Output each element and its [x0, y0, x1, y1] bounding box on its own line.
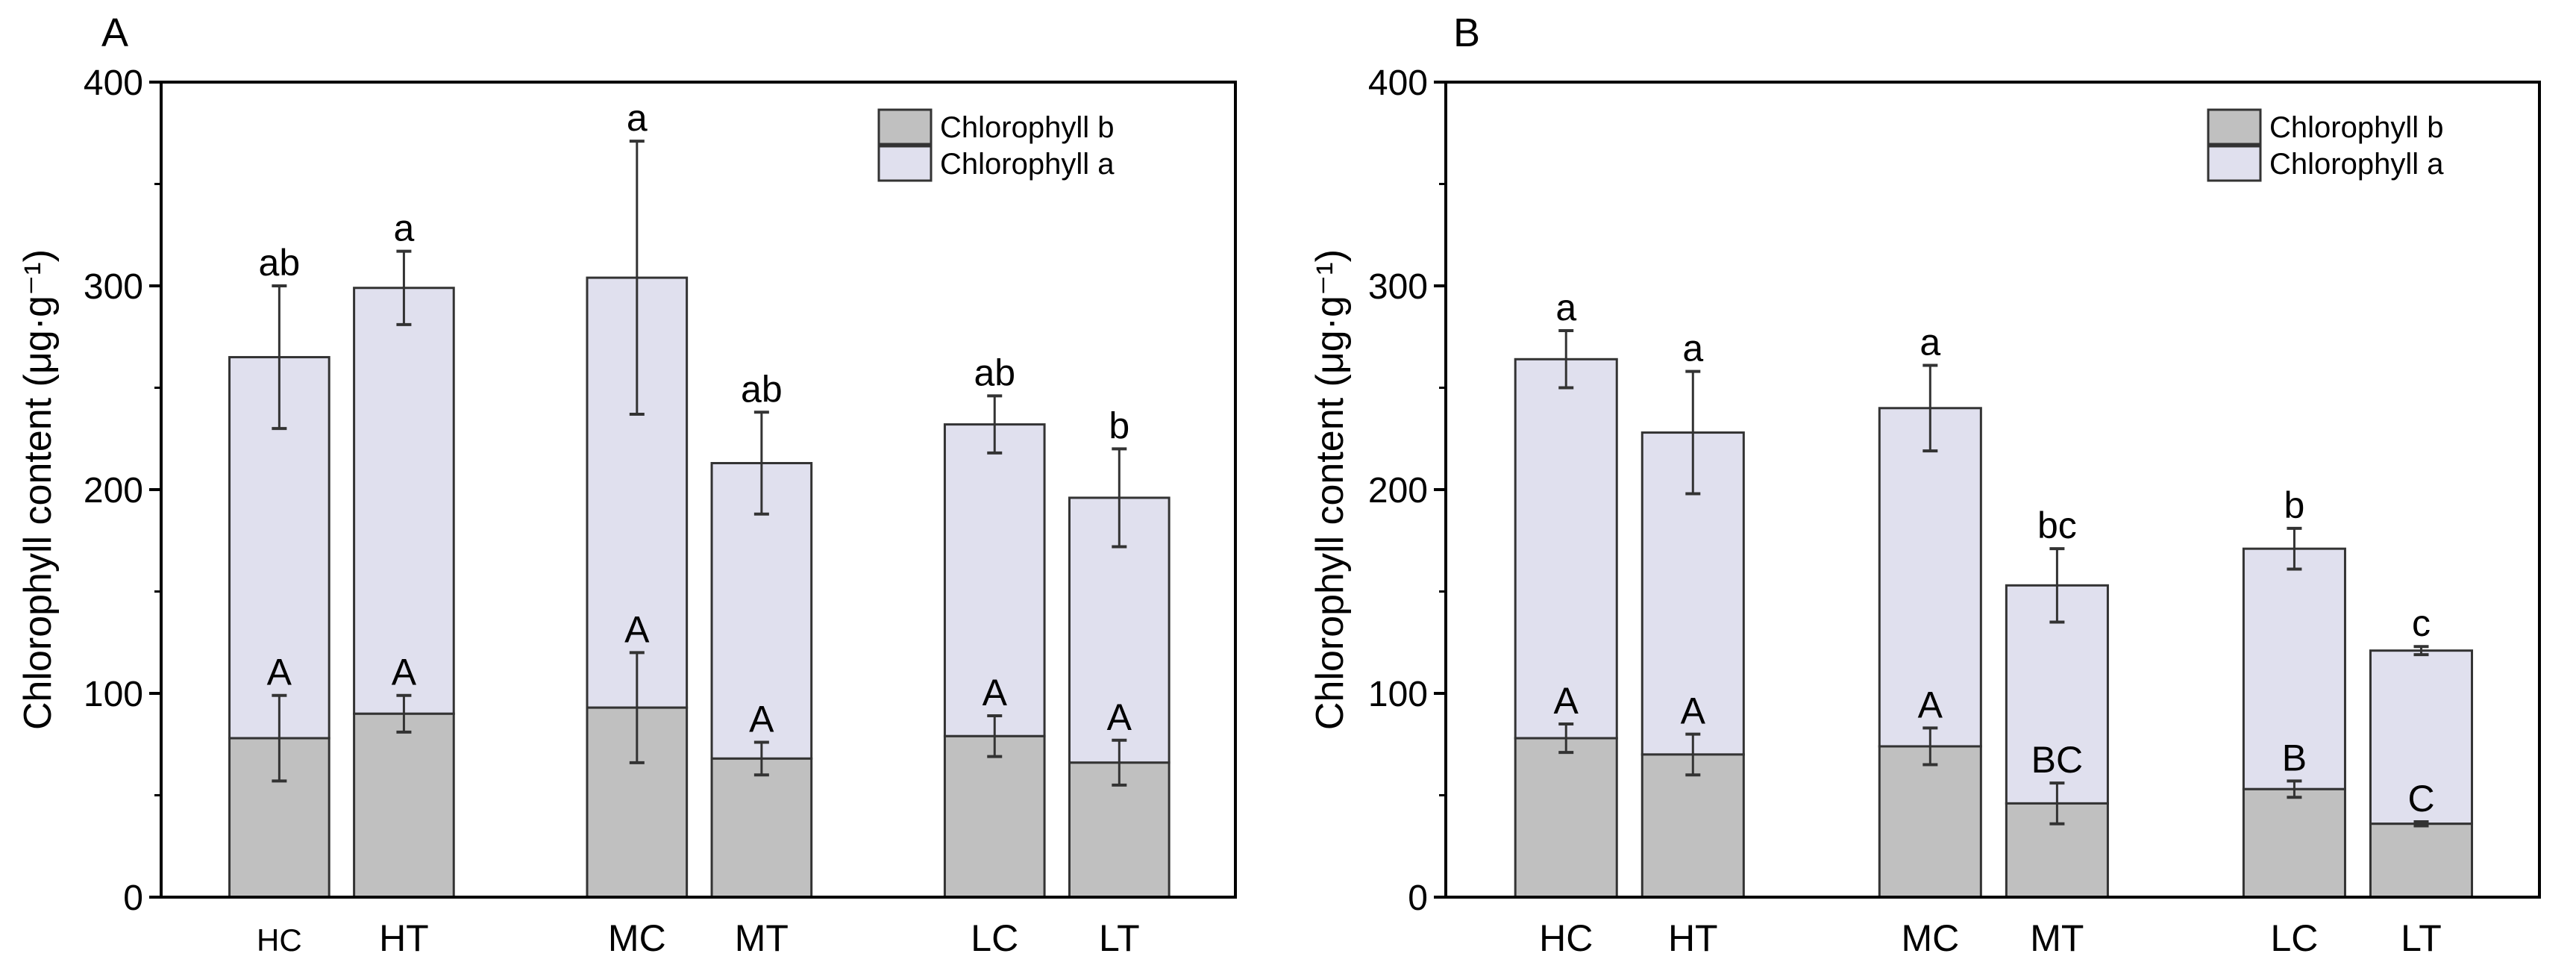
x-tick-label: LC: [2270, 917, 2318, 959]
significance-letter-chlorophyll-a: bc: [2037, 505, 2077, 546]
bar-chlorophyll-b: [2242, 787, 2346, 899]
y-axis-title: Chlorophyll content (μg·g⁻¹): [1309, 249, 1352, 730]
legend-label: Chlorophyll a: [940, 148, 1115, 181]
x-tick-label: HC: [1539, 917, 1593, 959]
bar-chlorophyll-a: [943, 423, 1046, 737]
significance-letter-chlorophyll-a: a: [394, 207, 415, 249]
significance-letter-chlorophyll-a: a: [1555, 287, 1576, 328]
significance-letter-chlorophyll-a: b: [1109, 405, 1129, 446]
significance-letter-chlorophyll-b: A: [624, 608, 650, 650]
bar-chlorophyll-b: [710, 757, 813, 899]
x-tick-label: MC: [1901, 917, 1959, 959]
significance-letter-chlorophyll-b: A: [1681, 690, 1706, 732]
significance-letter-chlorophyll-b: A: [392, 652, 417, 693]
legend-swatch: [2207, 108, 2262, 146]
legend-label: Chlorophyll b: [940, 111, 1114, 144]
significance-letter-chlorophyll-b: A: [1918, 684, 1943, 725]
significance-letter-chlorophyll-b: BC: [2031, 739, 2083, 781]
y-tick-label: 300: [1368, 267, 1428, 307]
legend-swatch: [877, 145, 933, 182]
significance-letter-chlorophyll-a: ab: [741, 368, 783, 410]
significance-letter-chlorophyll-b: A: [1554, 680, 1579, 722]
x-tick-label: MT: [2030, 917, 2084, 959]
x-tick-label: MC: [608, 917, 666, 959]
bar-chlorophyll-b: [943, 734, 1046, 899]
bar-chlorophyll-a: [1878, 407, 1982, 748]
y-tick-label: 100: [84, 675, 143, 714]
y-tick-label: 400: [1368, 63, 1428, 103]
bar-chlorophyll-a: [353, 287, 455, 715]
bar-chlorophyll-a: [1514, 358, 1618, 740]
bar-chlorophyll-b: [353, 712, 455, 899]
legend-swatch: [877, 108, 933, 146]
y-tick-label: 0: [123, 878, 143, 918]
x-tick-label: LT: [2401, 917, 2442, 959]
x-tick-label: HT: [1668, 917, 1718, 959]
bar-chlorophyll-b: [2369, 823, 2474, 899]
legend-swatch: [2207, 145, 2262, 182]
panel-label: B: [1453, 10, 1480, 55]
panel-b: B Aa HC Aa HT Aa MC BC bc MT Bb LC Cc LT 0 100 200 300 400…: [1309, 10, 2541, 959]
y-tick-label: 400: [84, 63, 143, 103]
bar-chlorophyll-a: [2242, 547, 2346, 790]
significance-letter-chlorophyll-b: A: [267, 652, 292, 693]
x-tick-label: MT: [735, 917, 789, 959]
panel-a: A Aab HC Aa HT Aa MC Aab MT Aab LC Ab LT 0 100 200 300 40…: [16, 10, 1237, 959]
x-tick-label: HT: [379, 917, 429, 959]
y-tick-label: 200: [84, 471, 143, 511]
bar-chlorophyll-b: [1640, 753, 1745, 899]
panel-label: A: [101, 10, 128, 55]
legend-label: Chlorophyll b: [2269, 111, 2443, 144]
significance-letter-chlorophyll-a: b: [2284, 484, 2305, 526]
x-tick-label: LC: [971, 917, 1018, 959]
x-tick-label: HC: [257, 923, 302, 958]
significance-letter-chlorophyll-a: a: [1920, 321, 1940, 363]
bar-chlorophyll-a: [1640, 431, 1745, 756]
y-tick-label: 200: [1368, 471, 1428, 511]
legend-item: Chlorophyll b: [2207, 108, 2443, 146]
significance-letter-chlorophyll-a: c: [2412, 602, 2431, 644]
significance-letter-chlorophyll-a: a: [1682, 328, 1703, 369]
y-tick-label: 300: [84, 267, 143, 307]
significance-letter-chlorophyll-a: ab: [259, 242, 301, 284]
y-tick-label: 100: [1368, 675, 1428, 714]
legend-label: Chlorophyll a: [2269, 148, 2444, 181]
significance-letter-chlorophyll-b: A: [749, 699, 774, 740]
significance-letter-chlorophyll-b: C: [2407, 778, 2434, 820]
y-tick-label: 0: [1408, 878, 1428, 918]
significance-letter-chlorophyll-b: A: [983, 672, 1008, 714]
legend-item: Chlorophyll b: [877, 108, 1114, 146]
legend-item: Chlorophyll a: [2207, 145, 2444, 182]
significance-letter-chlorophyll-b: B: [2282, 737, 2307, 778]
legend-item: Chlorophyll a: [877, 145, 1115, 182]
significance-letter-chlorophyll-b: A: [1107, 696, 1132, 738]
y-axis-title: Chlorophyll content (μg·g⁻¹): [16, 249, 60, 730]
bar-chlorophyll-b: [1514, 737, 1618, 899]
bar-chlorophyll-b: [1878, 745, 1982, 899]
x-tick-label: LT: [1099, 917, 1140, 959]
significance-letter-chlorophyll-a: ab: [974, 352, 1015, 393]
significance-letter-chlorophyll-a: a: [627, 97, 648, 139]
